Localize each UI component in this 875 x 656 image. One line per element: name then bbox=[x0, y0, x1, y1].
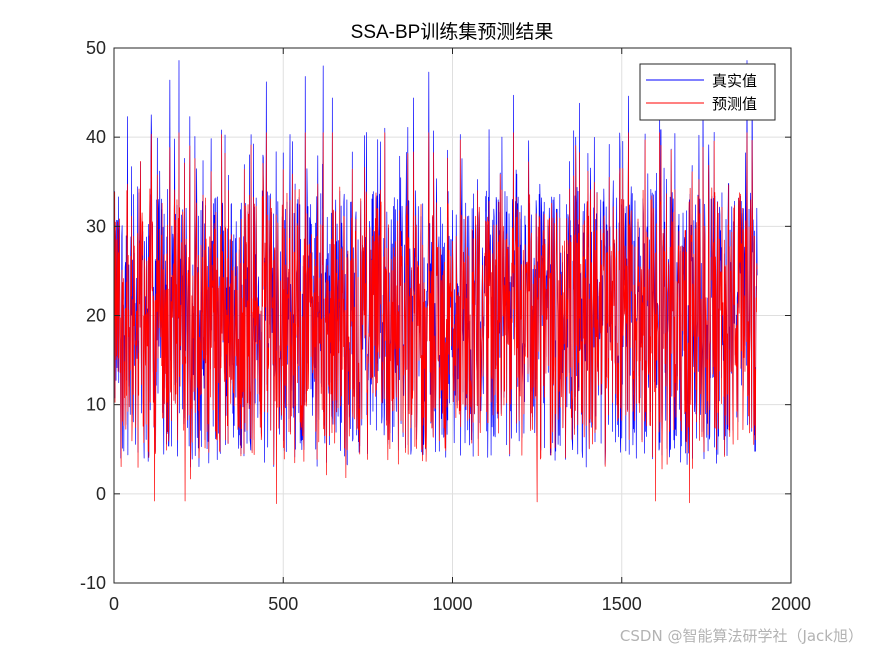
legend-label-pred: 预测值 bbox=[712, 95, 757, 113]
x-tick-label: 2000 bbox=[771, 594, 811, 614]
x-tick-label: 1500 bbox=[602, 594, 642, 614]
y-tick-label: -10 bbox=[80, 573, 106, 593]
y-tick-label: 30 bbox=[86, 216, 106, 236]
x-tick-label: 1000 bbox=[432, 594, 472, 614]
y-tick-label: 0 bbox=[96, 484, 106, 504]
y-tick-label: 50 bbox=[86, 38, 106, 58]
chart-title: SSA-BP训练集预测结果 bbox=[351, 21, 554, 43]
y-tick-label: 10 bbox=[86, 395, 106, 415]
series-line-pred bbox=[113, 132, 758, 504]
legend-label-true: 真实值 bbox=[712, 72, 757, 90]
x-tick-label: 500 bbox=[268, 594, 298, 614]
legend: 真实值 预测值 bbox=[639, 63, 776, 121]
series-layer bbox=[113, 60, 758, 504]
legend-box bbox=[639, 63, 776, 121]
y-tick-label: 40 bbox=[86, 127, 106, 147]
watermark: CSDN @智能算法研学社（Jack旭） bbox=[619, 627, 863, 645]
y-tick-label: 20 bbox=[86, 306, 106, 326]
x-tick-label: 0 bbox=[109, 594, 119, 614]
